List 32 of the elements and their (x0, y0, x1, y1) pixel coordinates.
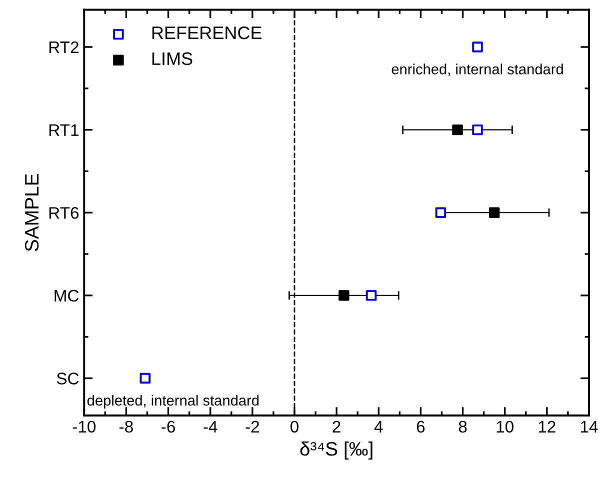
legend-label: REFERENCE (152, 26, 262, 40)
point (338, 290, 350, 301)
x-tick-label: 14 (580, 421, 598, 432)
annotation: enriched, internal standard (392, 64, 563, 76)
legend-label: LIMS (152, 52, 192, 66)
y-tick-label: RT6 (49, 207, 79, 219)
point (366, 290, 377, 301)
x-axis-title: δ³⁴S [‰] (300, 441, 372, 460)
point (140, 372, 151, 384)
x-tick-label: 12 (538, 420, 556, 432)
y-tick-label: RT1 (49, 124, 78, 136)
y-tick-label: SC (56, 372, 79, 384)
annotation: depleted, internal standard (87, 394, 259, 409)
x-tick-label: -2 (246, 420, 259, 432)
x-tick-label: 10 (496, 420, 514, 433)
point (472, 124, 483, 136)
x-tick-label: 2 (332, 420, 340, 432)
x-tick-label: -6 (162, 420, 175, 433)
y-tick-label: RT2 (49, 41, 78, 54)
x-tick-label: 6 (416, 420, 425, 433)
x-tick-label: -8 (120, 420, 133, 433)
x-tick-label: 4 (374, 421, 383, 432)
x-tick-label: -10 (72, 420, 96, 433)
y-axis-title: SAMPLE (24, 174, 39, 252)
point (435, 207, 446, 218)
y-tick-label: MC (54, 290, 79, 302)
point (488, 207, 500, 218)
point (452, 124, 463, 136)
x-tick-label: 0 (290, 420, 298, 433)
x-tick-label: -4 (204, 421, 218, 432)
point (472, 42, 483, 52)
x-tick-label: 8 (458, 420, 467, 433)
